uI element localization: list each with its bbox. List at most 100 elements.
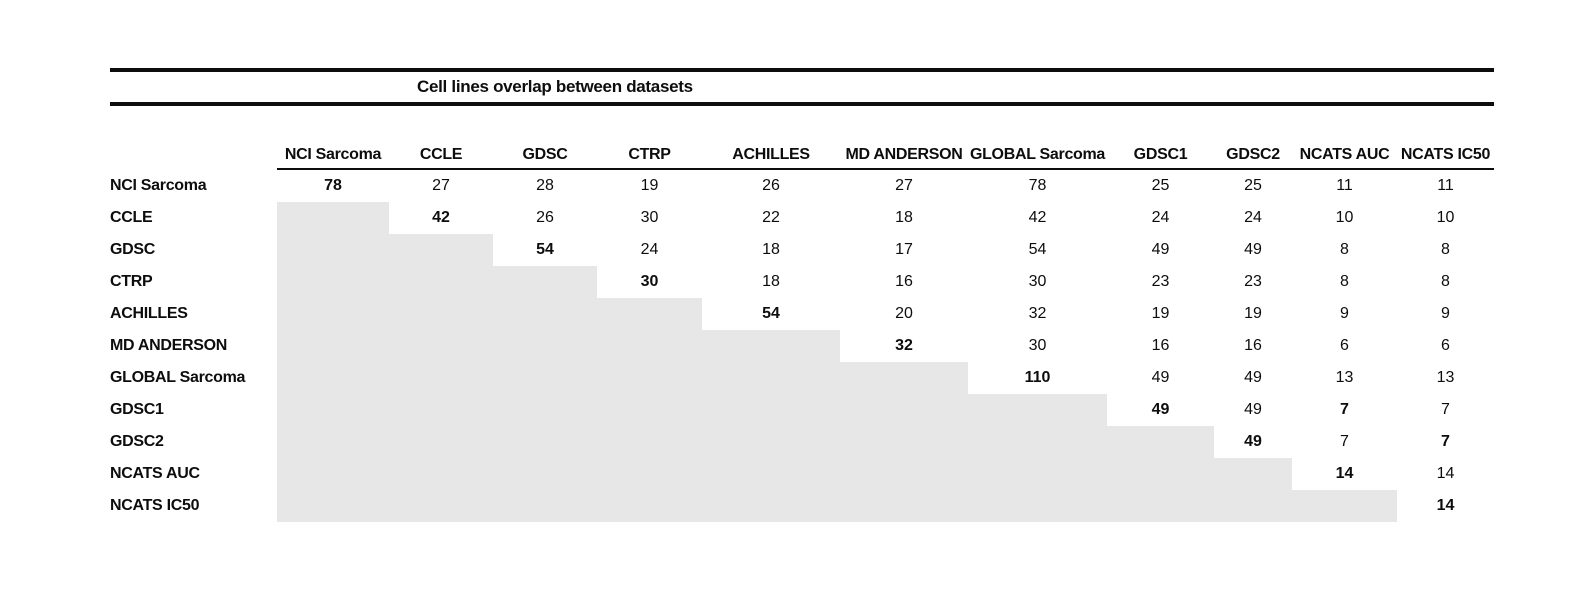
cell-ncats-ic50-gdsc — [493, 490, 597, 522]
cell-nci-sarcoma-md-anderson: 27 — [895, 177, 913, 194]
cell-gdsc-ncats-ic50: 8 — [1441, 241, 1450, 258]
row-header-achilles: ACHILLES — [110, 305, 188, 322]
overlap-grid: NCI Sarcoma CCLE GDSC CTRP ACHILLES MD ANDERS… — [110, 142, 1494, 522]
cell-nci-sarcoma-nci-sarcoma: 78 — [324, 177, 342, 194]
cell-gdsc2-ctrp — [597, 426, 702, 458]
row-header-ccle: CCLE — [110, 209, 153, 226]
mid-rule — [110, 102, 1494, 106]
cell-global-sarcoma-ctrp — [597, 362, 702, 394]
cell-achilles-gdsc1: 19 — [1151, 305, 1170, 322]
col-header-global-sarcoma: GLOBAL Sarcoma — [968, 142, 1107, 170]
cell-md-anderson-ncats-ic50: 6 — [1441, 337, 1450, 354]
cell-nci-sarcoma-achilles: 26 — [762, 177, 780, 194]
cell-gdsc2-ncats-ic50: 7 — [1441, 433, 1450, 450]
top-rule — [110, 68, 1494, 72]
cell-gdsc-ccle — [389, 234, 493, 266]
cell-gdsc2-nci-sarcoma — [277, 426, 389, 458]
cell-ncats-ic50-ctrp — [597, 490, 702, 522]
cell-global-sarcoma-ccle — [389, 362, 493, 394]
cell-ncats-auc-ncats-ic50: 14 — [1436, 465, 1455, 482]
cell-global-sarcoma-ncats-ic50: 13 — [1436, 369, 1455, 386]
cell-ccle-gdsc2: 24 — [1244, 209, 1262, 226]
cell-nci-sarcoma-gdsc2: 25 — [1244, 177, 1262, 194]
cell-gdsc-gdsc1: 49 — [1151, 241, 1170, 258]
cell-ncats-ic50-gdsc2 — [1214, 490, 1292, 522]
cell-gdsc2-achilles — [702, 426, 840, 458]
cell-ncats-ic50-achilles — [702, 490, 840, 522]
row-header-nci-sarcoma: NCI Sarcoma — [110, 177, 207, 194]
corner-cell — [110, 142, 277, 168]
row-header-md-anderson: MD ANDERSON — [110, 337, 227, 354]
cell-achilles-achilles: 54 — [762, 305, 780, 322]
cell-gdsc2-gdsc — [493, 426, 597, 458]
cell-achilles-ctrp — [597, 298, 702, 330]
cell-gdsc-ncats-auc: 8 — [1340, 241, 1349, 258]
cell-gdsc1-gdsc2: 49 — [1244, 401, 1262, 418]
cell-ncats-auc-gdsc1 — [1107, 458, 1214, 490]
row-header-global-sarcoma: GLOBAL Sarcoma — [110, 369, 246, 386]
cell-ccle-ncats-ic50: 10 — [1436, 209, 1455, 226]
cell-ccle-ccle: 42 — [432, 209, 450, 226]
cell-md-anderson-md-anderson: 32 — [895, 337, 913, 354]
cell-ncats-auc-ccle — [389, 458, 493, 490]
cell-global-sarcoma-gdsc2: 49 — [1244, 369, 1262, 386]
cell-achilles-ncats-ic50: 9 — [1441, 305, 1450, 322]
cell-ctrp-global-sarcoma: 30 — [1028, 273, 1047, 290]
cell-ctrp-ncats-auc: 8 — [1340, 273, 1349, 290]
cell-achilles-ccle — [389, 298, 493, 330]
cell-ctrp-achilles: 18 — [762, 273, 780, 290]
cell-nci-sarcoma-gdsc: 28 — [536, 177, 554, 194]
cell-md-anderson-ctrp — [597, 330, 702, 362]
cell-global-sarcoma-gdsc1: 49 — [1151, 369, 1170, 386]
cell-ccle-gdsc: 26 — [536, 209, 554, 226]
cell-ctrp-ccle — [389, 266, 493, 298]
col-header-gdsc2: GDSC2 — [1214, 142, 1292, 170]
cell-nci-sarcoma-ncats-auc: 11 — [1336, 177, 1353, 194]
cell-ncats-ic50-ncats-auc — [1292, 490, 1397, 522]
cell-nci-sarcoma-ccle: 27 — [432, 177, 450, 194]
cell-ncats-auc-global-sarcoma — [968, 458, 1107, 490]
cell-nci-sarcoma-global-sarcoma: 78 — [1028, 177, 1047, 194]
cell-md-anderson-gdsc — [493, 330, 597, 362]
cell-global-sarcoma-nci-sarcoma — [277, 362, 389, 394]
table-title: Cell lines overlap between datasets — [417, 77, 693, 96]
cell-gdsc2-gdsc1 — [1107, 426, 1214, 458]
cell-gdsc1-ncats-auc: 7 — [1340, 401, 1349, 418]
col-header-ncats-auc: NCATS AUC — [1292, 142, 1397, 170]
col-header-ctrp: CTRP — [597, 142, 702, 170]
cell-md-anderson-ncats-auc: 6 — [1340, 337, 1349, 354]
cell-gdsc1-gdsc1: 49 — [1151, 401, 1170, 418]
title-band: Cell lines overlap between datasets — [110, 72, 1494, 102]
cell-md-anderson-gdsc1: 16 — [1151, 337, 1170, 354]
cell-ncats-ic50-gdsc1 — [1107, 490, 1214, 522]
cell-gdsc-gdsc: 54 — [536, 241, 554, 258]
cell-nci-sarcoma-gdsc1: 25 — [1151, 177, 1170, 194]
cell-gdsc1-ctrp — [597, 394, 702, 426]
col-header-ncats-ic50: NCATS IC50 — [1397, 142, 1494, 170]
cell-achilles-gdsc — [493, 298, 597, 330]
col-header-gdsc1: GDSC1 — [1107, 142, 1214, 170]
cell-ctrp-gdsc2: 23 — [1244, 273, 1262, 290]
cell-achilles-nci-sarcoma — [277, 298, 389, 330]
cell-ncats-auc-md-anderson — [840, 458, 968, 490]
cell-ctrp-gdsc — [493, 266, 597, 298]
cell-gdsc2-md-anderson — [840, 426, 968, 458]
cell-gdsc2-global-sarcoma — [968, 426, 1107, 458]
cell-ccle-achilles: 22 — [762, 209, 780, 226]
cell-gdsc1-achilles — [702, 394, 840, 426]
col-header-ccle: CCLE — [389, 142, 493, 170]
cell-ctrp-ncats-ic50: 8 — [1441, 273, 1450, 290]
cell-ctrp-ctrp: 30 — [640, 273, 659, 290]
cell-ncats-ic50-global-sarcoma — [968, 490, 1107, 522]
cell-ncats-ic50-md-anderson — [840, 490, 968, 522]
cell-gdsc1-gdsc — [493, 394, 597, 426]
col-header-nci-sarcoma: NCI Sarcoma — [277, 142, 389, 170]
cell-ncats-ic50-ccle — [389, 490, 493, 522]
cell-ccle-md-anderson: 18 — [895, 209, 913, 226]
cell-gdsc-global-sarcoma: 54 — [1028, 241, 1047, 258]
cell-global-sarcoma-achilles — [702, 362, 840, 394]
cell-ncats-auc-gdsc2 — [1214, 458, 1292, 490]
cell-gdsc1-md-anderson — [840, 394, 968, 426]
cell-ctrp-md-anderson: 16 — [895, 273, 913, 290]
